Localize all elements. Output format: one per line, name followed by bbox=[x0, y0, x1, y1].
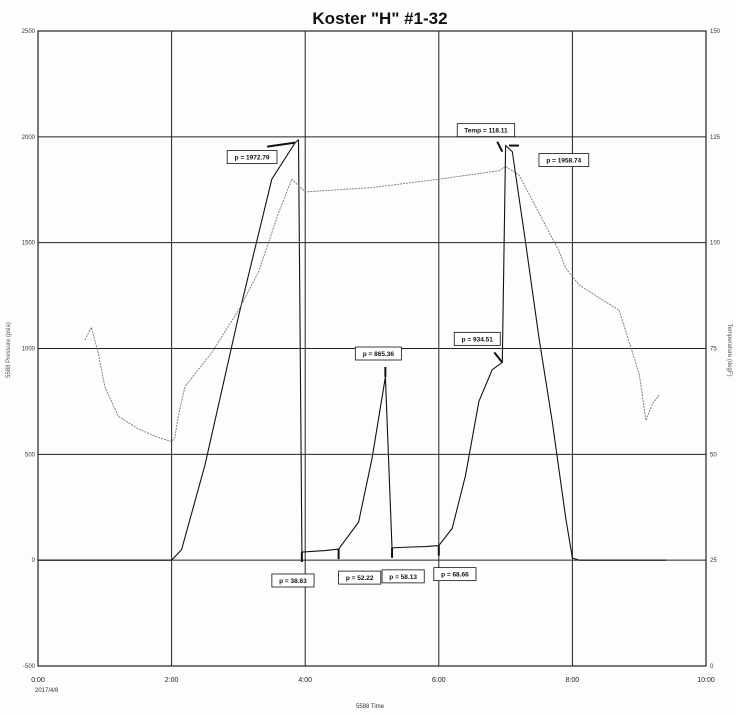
y-tick-left: 0 bbox=[32, 558, 36, 564]
y-tick-right: 25 bbox=[710, 558, 717, 564]
annotation-box bbox=[271, 573, 315, 588]
x-tick: 0:00 bbox=[31, 677, 45, 684]
chart-title: Koster "H" #1-32 bbox=[312, 9, 447, 28]
annotation-arrow bbox=[496, 141, 504, 153]
x-tick: 4:00 bbox=[298, 677, 312, 684]
y-tick-right: 0 bbox=[710, 664, 714, 670]
y-axis-label-left: 5588 Pressure (psia) bbox=[6, 322, 12, 378]
x-tick: 2:00 bbox=[165, 677, 179, 684]
y-tick-right: 125 bbox=[710, 135, 721, 141]
annotation-label: p = 58.13 bbox=[389, 574, 417, 581]
y-tick-right: 150 bbox=[710, 29, 721, 35]
annotation-label: p = 68.66 bbox=[441, 572, 469, 579]
annotation-arrow bbox=[493, 351, 504, 363]
annotation-box bbox=[354, 346, 402, 361]
annotation-label: p = 52.22 bbox=[346, 575, 374, 582]
annotation-box bbox=[433, 567, 477, 582]
annotation-label: p = 865.36 bbox=[363, 351, 395, 358]
y-tick-left: 2500 bbox=[22, 29, 36, 35]
annotation-label: p = 38.63 bbox=[279, 578, 307, 585]
annotation-label: p = 1972.79 bbox=[235, 155, 270, 162]
y-tick-right: 50 bbox=[710, 452, 717, 458]
annotation-arrow bbox=[267, 141, 296, 148]
annotation-label: Temp = 118.11 bbox=[464, 128, 508, 135]
y-tick-right: 100 bbox=[710, 241, 721, 247]
y-tick-left: 500 bbox=[25, 452, 36, 458]
temperature-line bbox=[84, 165, 660, 443]
x-tick: 6:00 bbox=[432, 677, 446, 684]
series-group bbox=[38, 138, 666, 561]
annotation-box bbox=[226, 150, 278, 164]
annotation-label: p = 1958.74 bbox=[546, 158, 581, 165]
annotation-box bbox=[381, 569, 425, 584]
annotation-box bbox=[453, 331, 501, 346]
annotation-box bbox=[456, 123, 516, 138]
x-axis-label: 5588 Time bbox=[356, 704, 385, 710]
y-tick-left: 1500 bbox=[22, 241, 36, 247]
date-label: 2017/4/8 bbox=[35, 688, 59, 694]
pressure-line bbox=[38, 138, 666, 561]
y-axis-label-right: Temperature (degF) bbox=[726, 323, 732, 376]
y-tick-left: 1000 bbox=[22, 347, 36, 353]
annotations: p = 1972.79 Temp = 118.11 p = 1958.74 p = 8… bbox=[226, 123, 590, 588]
annotation-label: p = 934.51 bbox=[462, 336, 494, 343]
x-tick: 8:00 bbox=[566, 677, 580, 684]
y-tick-right: 75 bbox=[710, 347, 717, 353]
annotation-box bbox=[338, 570, 382, 585]
x-tick: 10:00 bbox=[697, 677, 715, 684]
axis-ticks: 2500 2000 1500 1000 500 0 -500 150 125 100 75 50 25 0… bbox=[22, 29, 721, 684]
y-tick-left: 2000 bbox=[22, 135, 36, 141]
annotation-box bbox=[538, 153, 590, 167]
y-tick-left: -500 bbox=[23, 664, 36, 670]
